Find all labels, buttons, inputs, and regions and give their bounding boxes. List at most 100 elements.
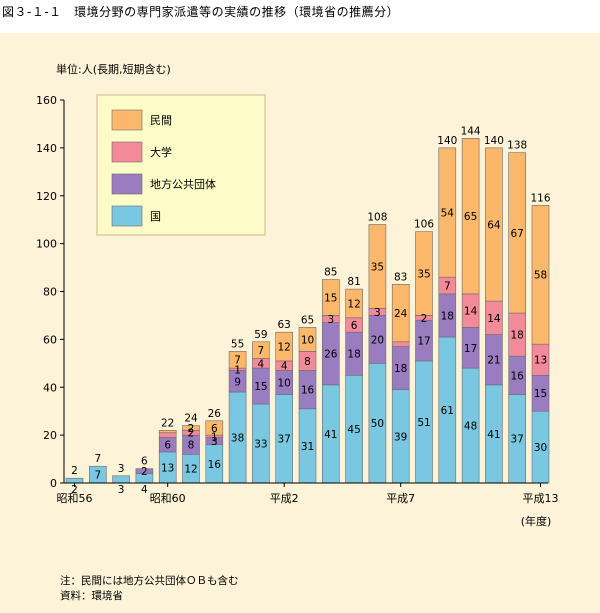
segment-label: 31: [301, 441, 314, 453]
total-label: 138: [507, 140, 527, 152]
segment-label: 12: [184, 464, 197, 476]
bar-segment: [112, 475, 130, 484]
legend-label: 国: [150, 210, 161, 223]
total-label: 63: [278, 319, 291, 331]
bar-segment: [461, 138, 480, 295]
total-label: 106: [414, 219, 434, 231]
total-label: 83: [394, 271, 407, 283]
segment-label: 10: [278, 377, 291, 389]
segment-label: 6: [211, 423, 218, 435]
segment-label: 6: [164, 440, 171, 452]
segment-label: 16: [208, 459, 222, 471]
legend-swatch: [111, 109, 143, 131]
source-text: 資料：環境省: [60, 590, 123, 602]
segment-label: 48: [464, 421, 477, 433]
legend-label: 民間: [150, 114, 172, 127]
x-axis: 昭和56 昭和60 平成2 平成7 平成13: [57, 482, 559, 505]
segment-label: 35: [417, 269, 430, 281]
total-label: 24: [184, 413, 198, 425]
segment-label: 15: [254, 381, 267, 393]
segment-label: 3: [211, 436, 218, 448]
bar-segment: [205, 420, 224, 436]
segment-label: 67: [511, 228, 524, 240]
segment-label: 37: [511, 434, 524, 446]
legend-swatch: [111, 173, 143, 195]
segment-label: 14: [487, 313, 501, 325]
bar-segment: [345, 288, 363, 319]
segment-label: 37: [278, 434, 291, 446]
segment-label: 13: [534, 355, 547, 367]
segment-label: 51: [417, 417, 430, 429]
segment-label: 14: [464, 306, 478, 318]
segment-label: 7: [94, 470, 101, 482]
bar-segment: [531, 205, 550, 345]
segment-label: 8: [188, 440, 195, 452]
total-label: 140: [484, 135, 504, 147]
total-label: 140: [437, 135, 457, 147]
segment-label: 15: [534, 388, 547, 400]
bar-segment: [438, 147, 457, 278]
segment-label: 20: [371, 334, 384, 346]
segment-label: 9: [234, 376, 241, 388]
segment-label: 35: [371, 261, 384, 273]
total-label: 2: [71, 465, 78, 477]
total-label: 85: [324, 267, 337, 279]
segment-label: 54: [441, 208, 455, 220]
segment-label: 18: [394, 363, 407, 375]
bar-segment: [158, 430, 177, 434]
y-tick-label: 40: [43, 381, 57, 394]
segment-label: 3: [118, 484, 125, 496]
segment-label: 2: [141, 466, 148, 478]
bar-segment: [182, 425, 200, 431]
x-unit-label: (年度): [521, 514, 552, 528]
segment-label: 8: [304, 356, 311, 368]
total-label: 3: [118, 463, 125, 475]
segment-label: 24: [394, 308, 408, 320]
unit-label: 単位:人(長期,短期含む): [56, 62, 171, 76]
y-tick-label: 160: [36, 94, 57, 107]
y-axis: 0 20 40 60 80 100 120 140 160: [36, 94, 65, 490]
total-label: 26: [208, 408, 222, 420]
segment-label: 38: [231, 433, 244, 445]
bars: [65, 138, 550, 484]
segment-label: 2: [188, 428, 195, 440]
total-label: 22: [161, 417, 174, 429]
bar-segment: [158, 432, 177, 438]
segment-label: 1: [234, 364, 241, 376]
segment-label: 10: [301, 334, 314, 346]
x-tick-label: 平成2: [270, 492, 299, 505]
segment-label: 17: [464, 343, 477, 355]
bar-segment: [275, 331, 294, 362]
legend-label: 大学: [150, 145, 172, 159]
segment-label: 4: [258, 358, 265, 370]
bar-segment: [485, 147, 503, 302]
bar-segment: [135, 468, 154, 474]
total-label: 116: [530, 192, 550, 204]
segment-label: 7: [258, 345, 265, 357]
bar-segment: [298, 327, 317, 352]
segment-label: 39: [394, 431, 407, 443]
x-tick-label: 昭和56: [57, 492, 93, 505]
segment-label: 15: [324, 292, 337, 304]
segment-label: 33: [254, 439, 267, 451]
legend-swatch: [111, 141, 143, 163]
total-label: 108: [367, 211, 387, 223]
note-text: 注：民間には地方公共団体ＯＢも含む: [60, 575, 239, 587]
x-tick-label: 平成7: [386, 492, 415, 505]
segment-label: 18: [511, 330, 524, 342]
y-tick-label: 120: [36, 190, 57, 203]
segment-label: 61: [441, 405, 454, 417]
bar-segment: [391, 341, 410, 347]
segment-label: 12: [347, 298, 360, 310]
y-tick-label: 60: [43, 333, 57, 346]
bar-segment: [252, 341, 270, 359]
segment-label: 7: [234, 355, 241, 367]
bar-segment: [65, 477, 84, 484]
segment-label: 58: [534, 270, 547, 282]
segment-label: 16: [301, 385, 315, 397]
y-tick-label: 140: [36, 142, 57, 155]
segment-label: 50: [371, 418, 384, 430]
legend-swatch: [111, 205, 143, 227]
segment-label: 17: [417, 336, 430, 348]
